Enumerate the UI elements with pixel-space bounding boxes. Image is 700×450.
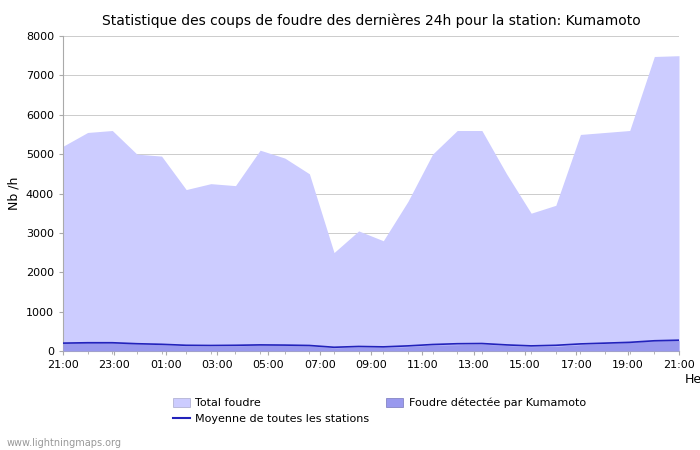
Title: Statistique des coups de foudre des dernières 24h pour la station: Kumamoto: Statistique des coups de foudre des dern… <box>102 14 640 28</box>
Y-axis label: Nb /h: Nb /h <box>7 177 20 210</box>
Text: www.lightningmaps.org: www.lightningmaps.org <box>7 438 122 448</box>
Legend: Total foudre, Moyenne de toutes les stations, Foudre détectée par Kumamoto: Total foudre, Moyenne de toutes les stat… <box>174 397 586 424</box>
Text: Heure: Heure <box>685 373 700 386</box>
